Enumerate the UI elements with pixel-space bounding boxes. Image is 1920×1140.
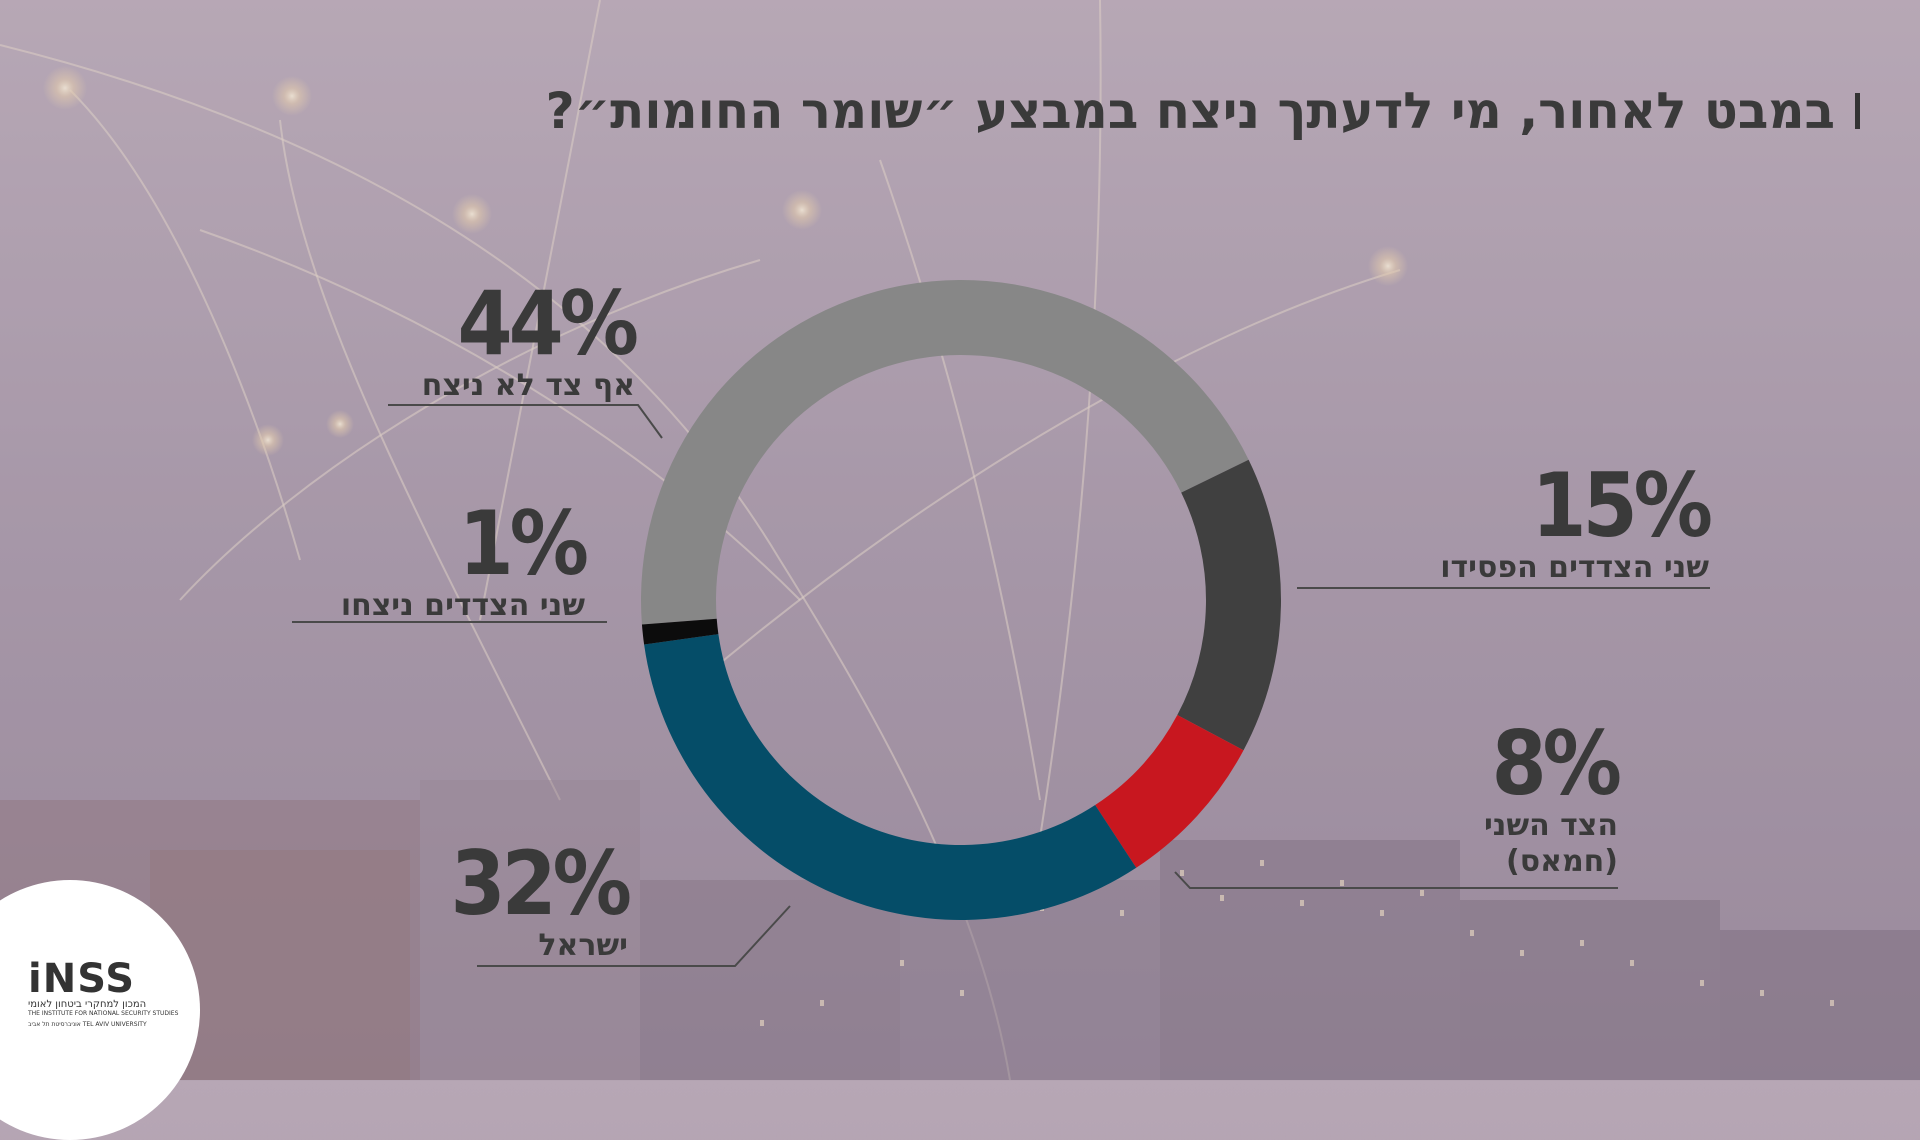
logo-name: iNSS bbox=[28, 956, 136, 1002]
callout-israel: 32% ישראל bbox=[450, 832, 632, 964]
pct-other-side: 8% bbox=[1491, 712, 1622, 815]
logo-english: THE INSTITUTE FOR NATIONAL SECURITY STUD… bbox=[28, 1010, 179, 1017]
callout-nobody: 44% אף צד לא ניצח bbox=[421, 272, 640, 404]
pct-nobody: 44% bbox=[457, 272, 640, 375]
pct-both-won: 1% bbox=[458, 492, 589, 595]
title-area: במבט לאחור, מי לדעתך ניצח במבצע ״שומר הח… bbox=[546, 82, 1860, 140]
page-title: במבט לאחור, מי לדעתך ניצח במבצע ״שומר הח… bbox=[545, 82, 1835, 140]
logo-university: אוניברסיטת תל אביב TEL AVIV UNIVERSITY bbox=[28, 1021, 147, 1028]
title-accent-bar bbox=[1855, 93, 1860, 129]
pct-israel: 32% bbox=[450, 832, 632, 935]
label-both-won: שני הצדדים ניצחו bbox=[340, 588, 585, 623]
label-other-side: הצד השני bbox=[1483, 808, 1618, 843]
inss-logo: iNSS המכון למחקרי ביטחון לאומי THE INSTI… bbox=[28, 959, 188, 1028]
pct-both-lost: 15% bbox=[1531, 454, 1713, 557]
label-other-side-sub: (חמאס) bbox=[1506, 844, 1618, 879]
callout-other-side: 8% הצד השני (חמאס) bbox=[1483, 712, 1622, 880]
logo-hebrew: המכון למחקרי ביטחון לאומי bbox=[28, 999, 147, 1010]
label-both-lost: שני הצדדים הפסידו bbox=[1440, 550, 1709, 585]
callout-both-lost: 15% שני הצדדים הפסידו bbox=[1440, 454, 1713, 586]
label-nobody: אף צד לא ניצח bbox=[421, 368, 635, 403]
label-israel: ישראל bbox=[538, 928, 628, 963]
callout-both-won: 1% שני הצדדים ניצחו bbox=[340, 492, 589, 624]
